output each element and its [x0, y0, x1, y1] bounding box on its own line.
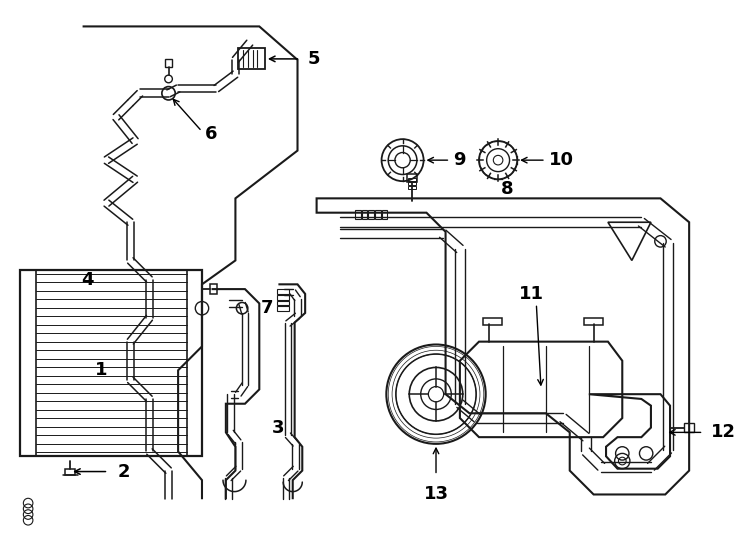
- Bar: [408, 178, 416, 181]
- Bar: [408, 186, 416, 189]
- Text: 9: 9: [453, 151, 465, 169]
- Text: 4: 4: [81, 271, 94, 288]
- Bar: [584, 318, 603, 326]
- Bar: [407, 174, 417, 182]
- Bar: [382, 210, 388, 219]
- Bar: [21, 270, 202, 456]
- Bar: [362, 210, 367, 219]
- Text: 11: 11: [519, 285, 544, 303]
- Bar: [368, 210, 374, 219]
- Bar: [65, 469, 75, 475]
- Bar: [164, 59, 172, 66]
- Bar: [408, 182, 416, 185]
- Text: 5: 5: [308, 50, 321, 68]
- Bar: [483, 318, 502, 326]
- Bar: [186, 270, 202, 456]
- Text: 1: 1: [95, 361, 108, 379]
- Bar: [21, 270, 36, 456]
- Text: 2: 2: [118, 463, 131, 481]
- Text: 8: 8: [501, 180, 514, 198]
- Bar: [239, 49, 265, 70]
- Bar: [277, 295, 289, 300]
- Bar: [277, 306, 289, 311]
- Text: 7: 7: [261, 299, 273, 317]
- Text: 12: 12: [711, 423, 734, 441]
- Bar: [684, 423, 694, 433]
- Bar: [210, 285, 217, 294]
- Bar: [375, 210, 381, 219]
- Text: 6: 6: [205, 125, 217, 143]
- Text: 3: 3: [272, 418, 285, 437]
- Text: 13: 13: [424, 485, 448, 503]
- Bar: [277, 301, 289, 305]
- Text: 10: 10: [549, 151, 574, 169]
- Bar: [277, 289, 289, 294]
- Bar: [355, 210, 360, 219]
